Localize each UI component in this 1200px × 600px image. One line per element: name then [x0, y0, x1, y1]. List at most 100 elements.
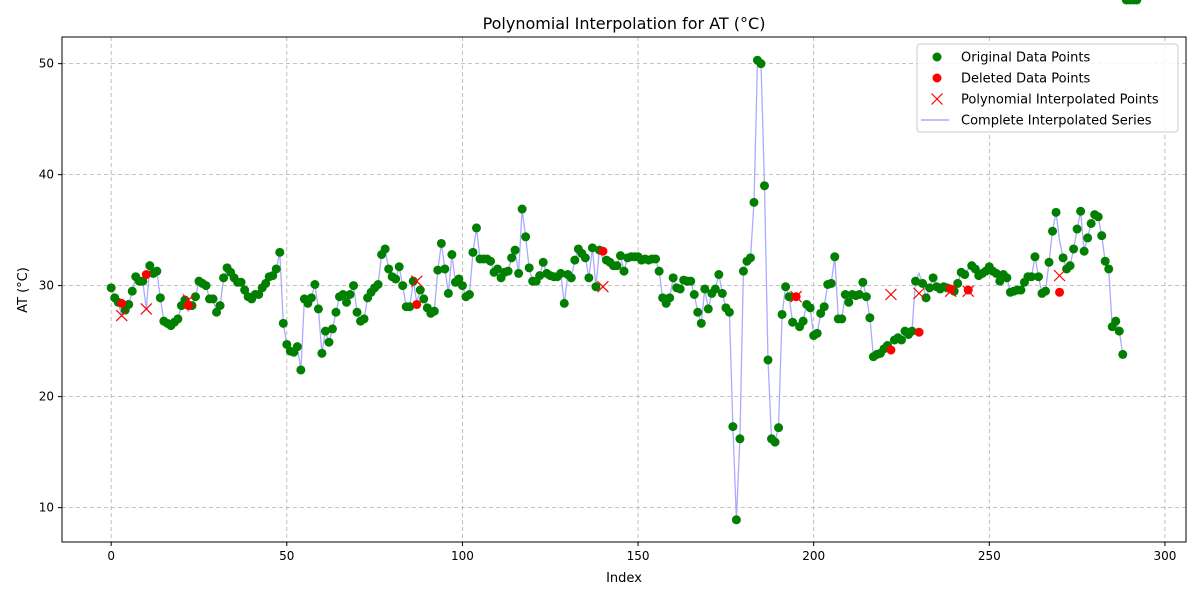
original-data-point	[745, 253, 755, 263]
original-data-point	[960, 270, 970, 280]
x-marker-stroke	[944, 285, 957, 298]
polynomial-interpolated-point	[885, 288, 897, 301]
original-data-point	[675, 284, 685, 294]
polynomial-interpolated-point	[182, 294, 195, 306]
original-data-point	[538, 257, 548, 267]
original-data-point	[317, 348, 327, 358]
original-data-point	[654, 266, 664, 276]
original-data-point	[921, 293, 931, 303]
original-data-point	[282, 339, 292, 349]
original-data-point	[324, 337, 334, 347]
original-data-point	[1097, 231, 1107, 241]
x-marker-stroke	[885, 288, 897, 301]
polynomial-interpolated-point	[140, 302, 153, 315]
original-data-point	[651, 254, 661, 264]
original-data-point	[1058, 253, 1068, 263]
original-data-point	[798, 316, 808, 326]
original-data-point	[320, 326, 330, 336]
original-data-point	[507, 253, 517, 263]
original-data-point	[559, 298, 569, 308]
y-tick-label: 20	[39, 390, 54, 404]
original-data-point	[668, 273, 678, 283]
original-data-point	[464, 289, 474, 299]
deleted-data-point	[946, 284, 956, 294]
original-data-point	[731, 515, 741, 525]
original-data-point	[405, 302, 415, 312]
original-data-point	[1069, 244, 1079, 254]
x-tick-label: 0	[107, 549, 115, 563]
x-marker-stroke	[410, 275, 423, 288]
original-data-point	[861, 292, 871, 302]
legend-label: Original Data Points	[961, 51, 1090, 66]
original-data-point	[373, 280, 383, 290]
original-data-point	[819, 302, 829, 312]
original-data-point	[415, 285, 425, 295]
original-data-point	[275, 247, 285, 257]
original-data-point	[440, 264, 450, 274]
original-data-point	[724, 307, 734, 317]
original-data-point	[152, 266, 162, 276]
chart-title: Polynomial Interpolation for AT (°C)	[483, 14, 766, 33]
original-data-point	[1002, 273, 1012, 283]
original-data-point	[1016, 285, 1026, 295]
original-data-point	[570, 255, 580, 265]
original-data-point	[777, 309, 787, 319]
original-data-point	[236, 277, 246, 287]
plot-series	[106, 0, 1142, 525]
original-data-point	[689, 289, 699, 299]
original-data-point	[696, 318, 706, 328]
original-data-point	[359, 314, 369, 324]
original-data-point	[788, 317, 798, 327]
original-data-point	[535, 271, 545, 281]
original-data-point	[781, 282, 791, 292]
deleted-data-point	[598, 246, 608, 256]
original-data-point	[1104, 264, 1114, 274]
original-data-point	[345, 289, 355, 299]
original-data-point	[443, 288, 453, 298]
original-data-point	[896, 335, 906, 345]
original-data-point	[995, 276, 1005, 286]
original-data-point	[447, 250, 457, 260]
original-data-point	[693, 307, 703, 317]
x-tick-label: 100	[451, 549, 474, 563]
original-data-point	[584, 273, 594, 283]
original-data-point	[774, 423, 784, 433]
original-data-point	[338, 289, 348, 299]
original-data-point	[928, 273, 938, 283]
x-marker-stroke	[790, 290, 803, 303]
original-data-point	[1114, 326, 1124, 336]
original-data-point	[271, 264, 281, 274]
original-data-point	[714, 270, 724, 280]
legend-marker-x	[931, 93, 943, 105]
original-data-point	[1041, 286, 1050, 296]
original-data-point	[812, 328, 822, 338]
original-data-point	[331, 307, 341, 317]
original-data-point	[384, 264, 394, 274]
original-data-point	[865, 313, 875, 323]
original-data-point	[327, 324, 337, 334]
original-data-point	[826, 278, 836, 288]
polynomial-interpolated-point	[115, 309, 128, 322]
original-data-point	[342, 297, 352, 307]
deleted-data-point	[914, 327, 924, 337]
original-data-point	[380, 244, 390, 254]
x-tick-label: 200	[802, 549, 825, 563]
original-data-point	[858, 277, 868, 287]
original-data-point	[454, 274, 464, 284]
polynomial-interpolated-point	[913, 287, 925, 300]
original-data-point	[1083, 233, 1093, 243]
original-data-point	[106, 283, 116, 293]
original-data-point	[591, 282, 601, 292]
legend: Original Data Points Deleted Data Points P…	[916, 43, 1179, 133]
original-data-point	[292, 342, 302, 352]
polynomial-interpolated-point	[944, 285, 957, 298]
original-data-point	[710, 284, 720, 294]
original-data-point	[391, 274, 401, 284]
original-data-point	[717, 288, 727, 298]
original-data-point	[991, 268, 1001, 278]
original-data-point	[138, 276, 148, 286]
original-data-point	[306, 293, 316, 303]
original-data-point	[784, 292, 794, 302]
legend-label: Deleted Data Points	[961, 72, 1091, 87]
